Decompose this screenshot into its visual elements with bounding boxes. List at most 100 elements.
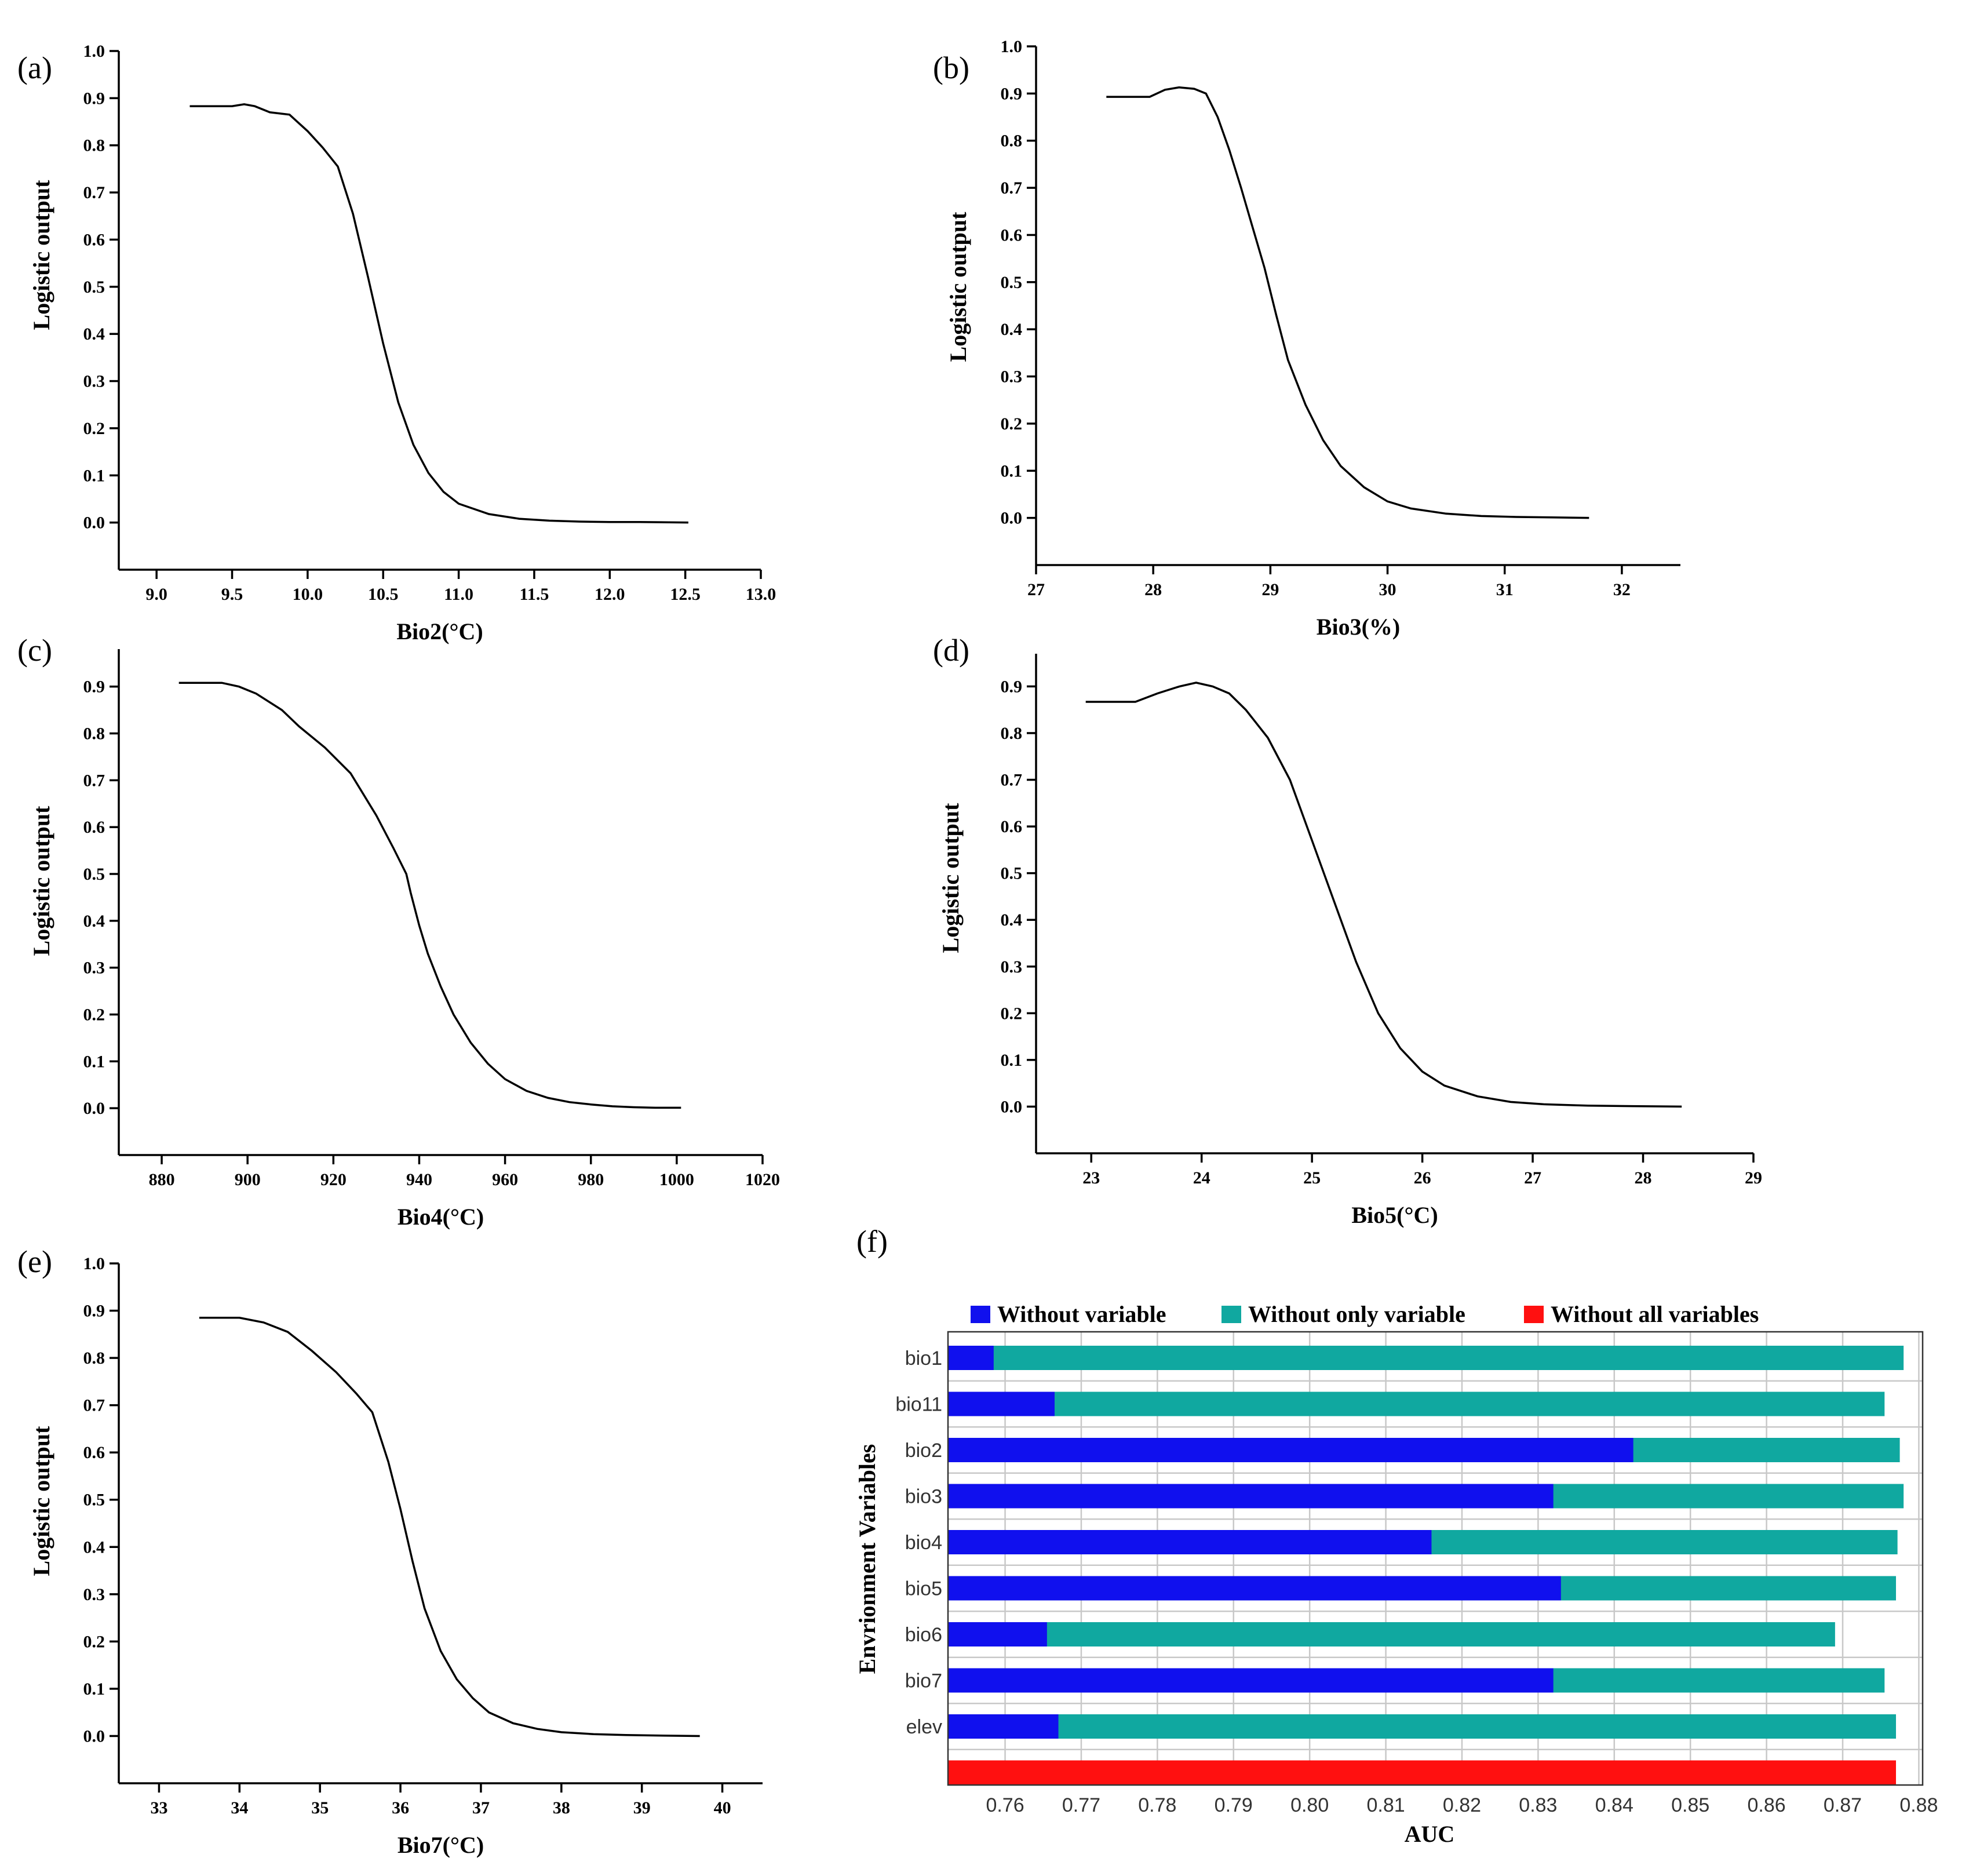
x-tick-label: 1000 (659, 1170, 694, 1189)
y-tick-label: 0.6 (1001, 225, 1023, 245)
y-tick-label: 1.0 (1001, 37, 1023, 56)
x-axis-label: Bio4(°C) (398, 1204, 484, 1230)
y-tick-label: 0.4 (83, 1538, 105, 1557)
y-tick-label: 0.9 (83, 89, 105, 108)
y-tick-label: 0.2 (1001, 1004, 1023, 1023)
y-axis-label: Logistic output (945, 212, 971, 362)
y-tick-label: 0.6 (83, 1443, 105, 1462)
category-label: bio5 (905, 1578, 942, 1600)
x-tick-label: 28 (1144, 580, 1162, 599)
y-tick-label: 0.0 (83, 513, 105, 533)
y-tick-label: 0.1 (83, 1052, 105, 1071)
x-tick-label: 0.88 (1899, 1794, 1938, 1816)
category-label: bio3 (905, 1486, 942, 1508)
y-tick-label: 0.2 (83, 419, 105, 438)
legend-swatch (971, 1306, 990, 1323)
y-tick-label: 0.9 (83, 677, 105, 697)
response-curve (1106, 86, 1589, 519)
category-label: bio11 (895, 1394, 942, 1416)
legend-swatch (1221, 1306, 1241, 1323)
bar-without-variable (948, 1714, 1059, 1739)
y-tick-label: 0.5 (83, 865, 105, 884)
panel-b-bio3-response-chart: (b) 0.0 0.1 0.2 0.3 0.4 0.5 0.6 0.7 0.8 0.9 1.0 27 28… (933, 37, 1680, 640)
x-tick-label: 28 (1635, 1168, 1652, 1187)
x-tick-label: 36 (392, 1798, 409, 1817)
y-tick-label: 0.9 (1001, 84, 1023, 103)
x-tick-label: 12.0 (595, 585, 625, 604)
bar-without-variable (948, 1346, 994, 1370)
x-tick-label: 0.79 (1215, 1794, 1253, 1816)
bar-without-variable (948, 1438, 1633, 1462)
x-tick-label: 10.0 (293, 585, 323, 604)
category-label: elev (906, 1716, 942, 1738)
x-tick-label: 9.5 (221, 585, 243, 604)
response-curve (189, 103, 688, 524)
y-tick-label: 0.8 (83, 724, 105, 744)
x-axis-label: Bio5(°C) (1351, 1202, 1438, 1228)
category-label: bio4 (905, 1532, 942, 1554)
x-tick-label: 0.81 (1366, 1794, 1405, 1816)
bar-without-all-variables (948, 1760, 1897, 1785)
panel-label: (c) (17, 633, 52, 668)
y-tick-label: 0.0 (1001, 509, 1023, 528)
x-tick-label: 10.5 (368, 585, 399, 604)
panel-label: (a) (17, 50, 52, 85)
x-tick-label: 38 (553, 1798, 570, 1817)
panel-d-bio5-response-chart: (d) 0.0 0.1 0.2 0.3 0.4 0.5 0.6 0.7 0.8 0.9 23 24 25 2… (933, 633, 1762, 1228)
bar-without-variable (948, 1484, 1554, 1509)
category-label: bio2 (905, 1440, 942, 1462)
y-tick-label: 0.0 (83, 1726, 105, 1746)
x-tick-label: 30 (1379, 580, 1396, 599)
x-tick-label: 35 (311, 1798, 329, 1817)
y-tick-label: 1.0 (83, 42, 105, 61)
y-tick-label: 0.0 (83, 1099, 105, 1118)
x-tick-label: 11.5 (520, 585, 549, 604)
y-tick-label: 0.7 (83, 771, 105, 790)
x-tick-label: 0.78 (1138, 1794, 1176, 1816)
x-tick-label: 940 (406, 1170, 432, 1189)
y-tick-label: 0.4 (1001, 910, 1023, 930)
x-tick-label: 26 (1414, 1168, 1431, 1187)
bar-without-variable (948, 1668, 1554, 1693)
y-tick-label: 0.5 (1001, 273, 1023, 292)
x-tick-label: 0.85 (1671, 1794, 1709, 1816)
y-axis-label: Logistic output (938, 803, 964, 953)
y-tick-label: 0.8 (1001, 724, 1023, 743)
x-tick-label: 31 (1496, 580, 1514, 599)
y-axis-label: Logistic output (28, 1426, 54, 1576)
y-tick-label: 0.3 (83, 372, 105, 391)
y-tick-label: 0.9 (1001, 677, 1023, 696)
category-label: bio1 (905, 1347, 942, 1369)
y-tick-label: 0.3 (83, 959, 105, 978)
x-tick-label: 960 (492, 1170, 518, 1189)
bar-without-only-variable (948, 1714, 1897, 1739)
x-tick-label: 9.0 (145, 585, 167, 604)
response-curve (178, 682, 681, 1109)
x-tick-label: 12.5 (670, 585, 701, 604)
y-tick-label: 0.4 (83, 912, 105, 931)
x-axis-label: Bio3(%) (1317, 614, 1400, 640)
y-tick-label: 0.3 (1001, 957, 1023, 977)
panel-a-bio2-response-chart: (a) 0.0 0.1 0.2 0.3 0.4 0.5 0.6 0.7 0.8 0.9 1.0 9.0 9… (17, 42, 776, 644)
category-label: bio7 (905, 1670, 942, 1692)
x-tick-label: 980 (578, 1170, 604, 1189)
panel-c-bio4-response-chart: (c) 0.0 0.1 0.2 0.3 0.4 0.5 0.6 0.7 0.8 0.9 880 900 9… (17, 633, 780, 1230)
y-tick-label: 0.3 (83, 1585, 105, 1604)
panel-label: (e) (17, 1244, 52, 1279)
x-tick-label: 32 (1613, 580, 1631, 599)
y-tick-label: 0.8 (1001, 132, 1023, 151)
y-tick-label: 0.3 (1001, 367, 1023, 387)
response-curve (199, 1317, 700, 1737)
x-tick-label: 27 (1027, 580, 1045, 599)
y-tick-label: 0.5 (1001, 864, 1023, 883)
bar-without-only-variable (948, 1622, 1835, 1646)
x-tick-label: 0.83 (1519, 1794, 1557, 1816)
panel-label: (d) (933, 633, 969, 668)
y-tick-label: 0.1 (83, 1680, 105, 1699)
y-tick-label: 0.7 (83, 183, 105, 202)
bar-without-variable (948, 1391, 1055, 1416)
bar-without-only-variable (948, 1391, 1885, 1416)
x-tick-label: 37 (472, 1798, 490, 1817)
x-tick-label: 1020 (745, 1170, 780, 1189)
